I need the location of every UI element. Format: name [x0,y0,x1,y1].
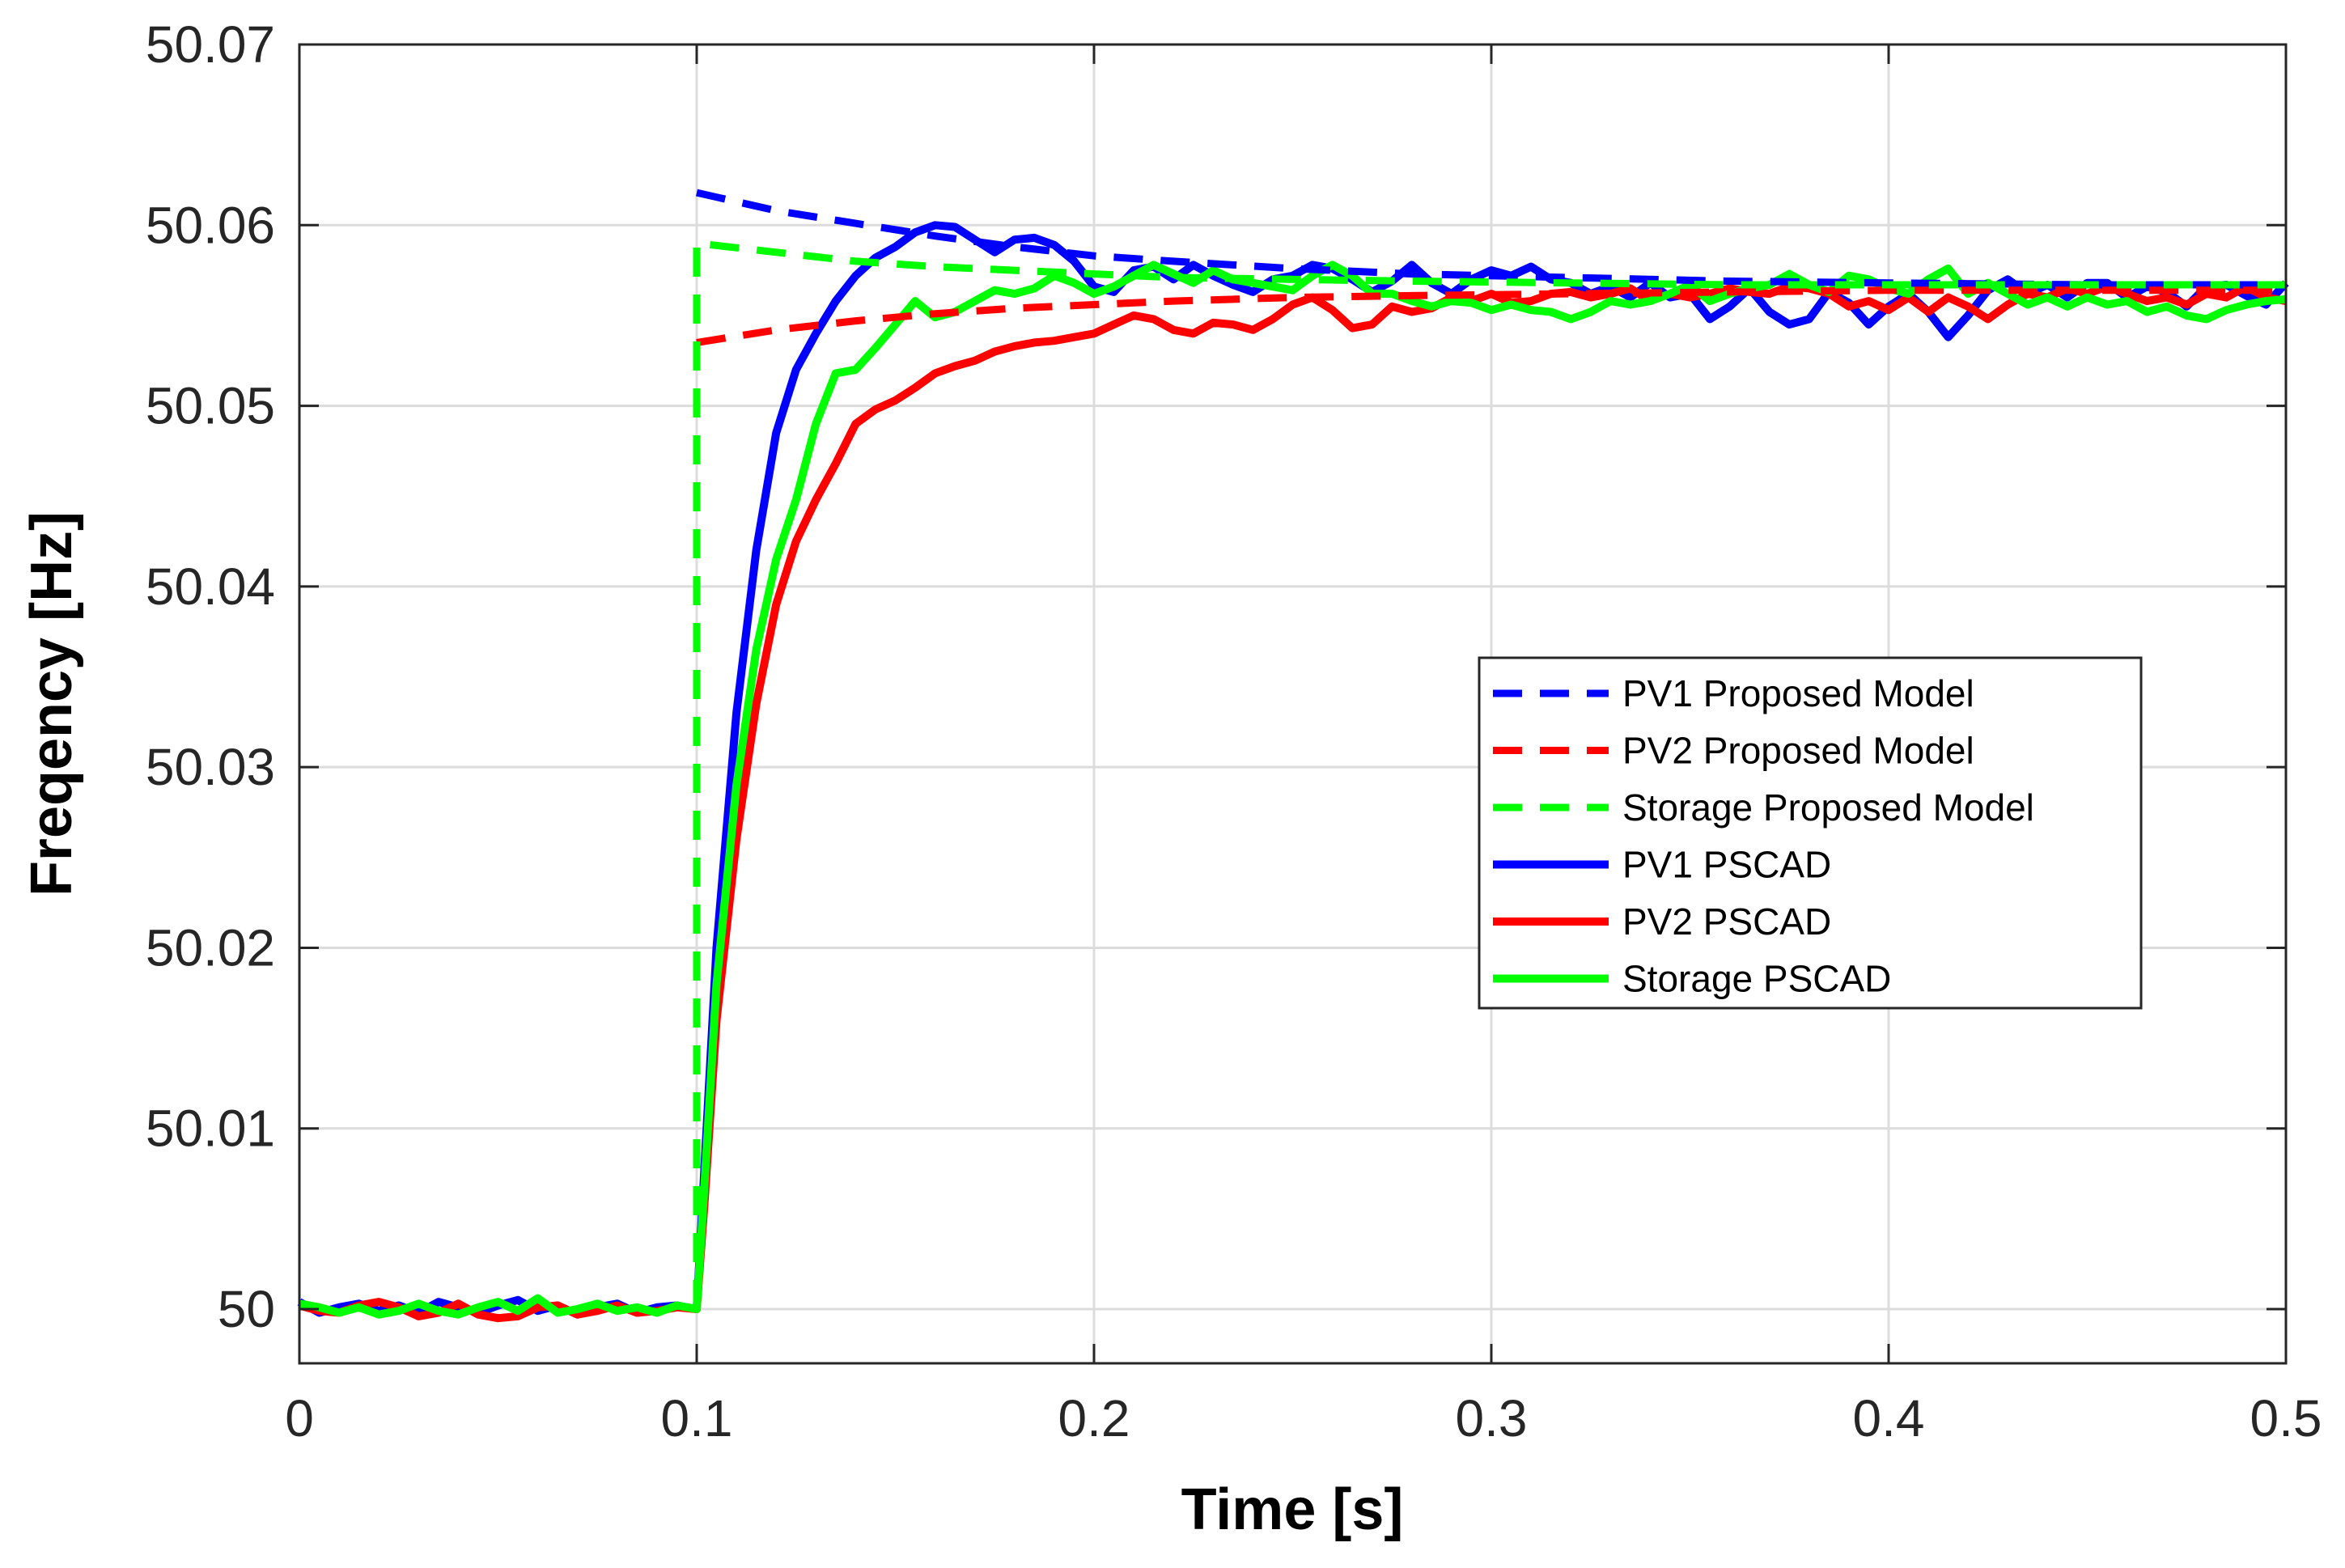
series-line-pv2-proposed-model [696,286,2286,346]
legend-label: PV2 Proposed Model [1622,730,1974,772]
axis-ticks [298,43,2288,1363]
series-line-storage-proposed-model [693,239,2286,1309]
legend-label: Storage PSCAD [1622,958,1891,1000]
y-tick-label: 50.02 [146,918,275,977]
y-tick-labels: 50 50.01 50.02 50.03 50.04 50.05 50.06 50.07 [146,15,275,1338]
legend-label: PV1 PSCAD [1622,844,1831,886]
plot-frame [298,43,2288,1365]
y-tick-label: 50.06 [146,196,275,254]
x-tick-label: 0 [285,1389,314,1447]
legend-items: PV1 Proposed Model PV2 Proposed Model Stor… [1493,672,2034,1000]
y-tick-label: 50.07 [146,15,275,74]
x-tick-label: 0.4 [1853,1389,1925,1447]
y-tick-label: 50 [218,1280,275,1338]
series-line-pv1-proposed-model [696,189,2286,289]
x-tick-label: 0.2 [1058,1389,1130,1447]
y-tick-label: 50.01 [146,1100,275,1158]
legend-box [1478,656,2143,1010]
y-axis-title: Freqency [Hz] [19,511,84,896]
x-tick-label: 0.3 [1456,1389,1528,1447]
legend-label: Storage Proposed Model [1622,786,2034,828]
series-line-storage-pscad [299,261,2287,1319]
x-axis-title: Time [s] [1181,1477,1404,1542]
legend: PV1 Proposed Model PV2 Proposed Model Stor… [1478,656,2143,1010]
x-tick-label: 0.1 [661,1389,733,1447]
y-tick-label: 50.05 [146,377,275,435]
y-tick-label: 50.04 [146,557,275,616]
legend-label: PV2 PSCAD [1622,901,1831,943]
y-tick-label: 50.03 [146,738,275,796]
x-tick-labels: 0 0.1 0.2 0.3 0.4 0.5 [285,1389,2322,1447]
series-layer [297,189,2289,1323]
legend-label: PV1 Proposed Model [1622,672,1974,714]
x-tick-label: 0.5 [2250,1389,2322,1447]
